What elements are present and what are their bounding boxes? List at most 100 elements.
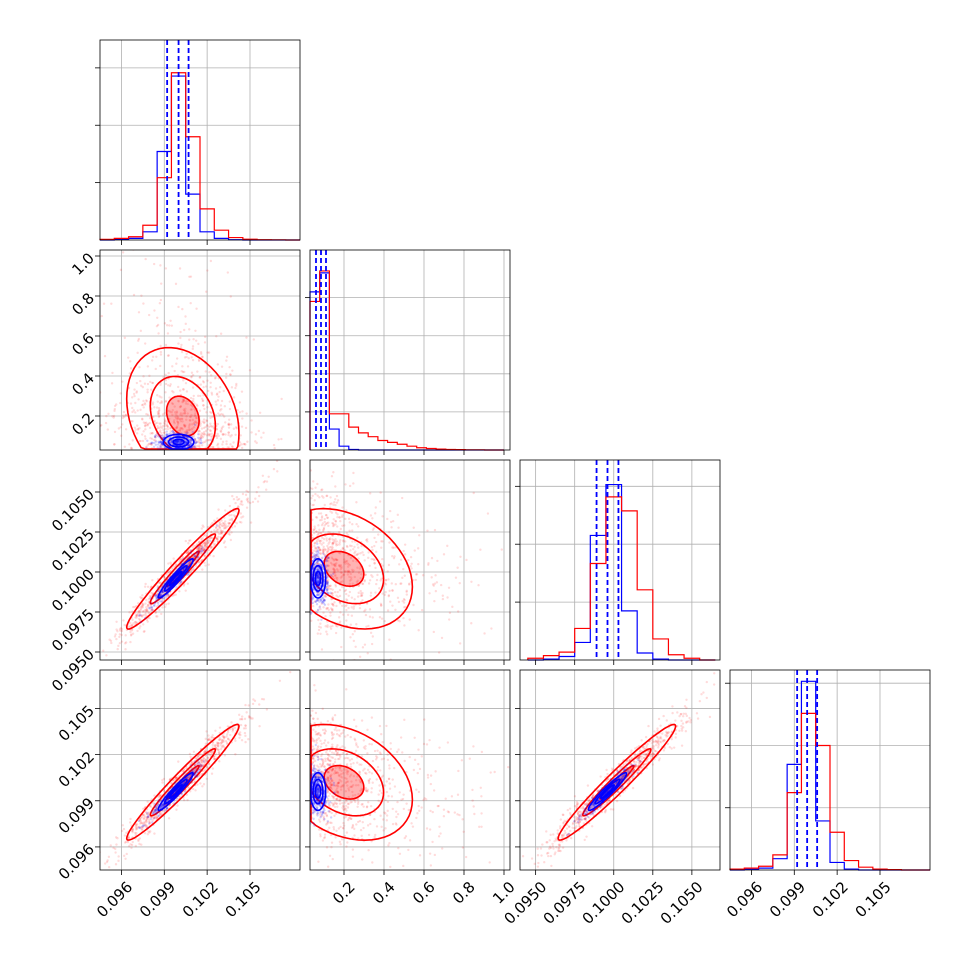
scatter-point xyxy=(221,366,223,368)
scatter-point xyxy=(357,553,359,555)
scatter-point xyxy=(229,505,231,507)
scatter-point xyxy=(150,389,152,391)
scatter-point xyxy=(490,627,492,629)
scatter-point xyxy=(211,773,213,775)
scatter-point xyxy=(234,727,236,729)
scatter-point xyxy=(145,421,147,423)
scatter-point xyxy=(313,532,315,534)
scatter-point xyxy=(241,739,243,741)
scatter-point xyxy=(139,380,141,382)
scatter-point xyxy=(325,608,327,610)
scatter-point xyxy=(115,638,117,640)
scatter-point xyxy=(133,395,135,397)
scatter-point xyxy=(277,438,279,440)
scatter-point xyxy=(210,531,212,533)
scatter-point xyxy=(154,803,156,805)
scatter-point xyxy=(332,603,334,605)
scatter-point xyxy=(345,619,347,621)
scatter-point xyxy=(118,636,120,638)
scatter-point xyxy=(160,613,162,615)
scatter-point xyxy=(149,427,151,429)
scatter-point xyxy=(114,851,116,853)
scatter-point xyxy=(218,526,220,528)
scatter-point xyxy=(351,606,353,608)
scatter-point xyxy=(351,615,353,617)
scatter-point xyxy=(183,772,185,774)
scatter-point xyxy=(217,508,219,510)
scatter-point xyxy=(199,782,201,784)
scatter-point xyxy=(201,527,203,529)
scatter-point xyxy=(391,582,393,584)
scatter-point xyxy=(209,430,211,432)
scatter-point xyxy=(207,390,209,392)
scatter-point xyxy=(331,538,333,540)
scatter-point xyxy=(180,370,182,372)
scatter-point xyxy=(222,522,224,524)
scatter-point xyxy=(379,616,381,618)
scatter-point xyxy=(239,503,241,505)
scatter-point xyxy=(379,681,381,683)
scatter-point xyxy=(110,642,112,644)
scatter-point xyxy=(229,443,231,445)
scatter-point xyxy=(205,370,207,372)
scatter-point xyxy=(151,592,153,594)
scatter-point xyxy=(258,703,260,705)
scatter-point xyxy=(188,574,190,576)
scatter-point xyxy=(397,514,399,516)
scatter-point xyxy=(244,732,246,734)
scatter-point xyxy=(229,734,231,736)
scatter-point xyxy=(138,843,140,845)
scatter-point xyxy=(329,496,331,498)
scatter-point xyxy=(140,621,142,623)
scatter-point xyxy=(181,351,183,353)
scatter-point xyxy=(326,539,328,541)
scatter-point xyxy=(143,406,145,408)
scatter-point xyxy=(253,338,255,340)
scatter-point xyxy=(224,509,226,511)
scatter-point xyxy=(353,598,355,600)
scatter-point xyxy=(144,342,146,344)
scatter-point xyxy=(224,546,226,548)
scatter-point xyxy=(390,526,392,528)
scatter-point xyxy=(101,315,103,317)
scatter-point xyxy=(256,491,258,493)
scatter-point xyxy=(335,585,337,587)
scatter-point xyxy=(160,351,162,353)
scatter-point xyxy=(200,435,202,437)
scatter-point xyxy=(192,546,194,548)
scatter-point xyxy=(149,595,151,597)
y-tick-label: 0.4 xyxy=(68,369,98,399)
scatter-point xyxy=(417,629,419,631)
scatter-point xyxy=(227,725,229,727)
scatter-point xyxy=(330,546,332,548)
scatter-point xyxy=(168,324,170,326)
scatter-point xyxy=(171,365,173,367)
scatter-point xyxy=(167,602,169,604)
scatter-point xyxy=(104,355,106,357)
scatter-point xyxy=(371,517,373,519)
scatter-point xyxy=(157,446,159,448)
scatter-point xyxy=(379,500,381,502)
scatter-point xyxy=(120,269,122,271)
scatter-point xyxy=(327,548,329,550)
scatter-point xyxy=(320,626,322,628)
scatter-point xyxy=(144,428,146,430)
scatter-point xyxy=(124,446,126,448)
scatter-point xyxy=(119,630,121,632)
scatter-point xyxy=(217,363,219,365)
scatter-point xyxy=(128,611,130,613)
scatter-point xyxy=(370,632,372,634)
scatter-point xyxy=(418,534,420,536)
scatter-point xyxy=(201,548,203,550)
scatter-point xyxy=(341,547,343,549)
scatter-point xyxy=(190,552,192,554)
density-contour xyxy=(315,572,320,586)
scatter-point xyxy=(258,495,260,497)
scatter-point xyxy=(220,413,222,415)
scatter-point xyxy=(240,521,242,523)
scatter-point xyxy=(197,343,199,345)
scatter-point xyxy=(336,625,338,627)
scatter-point xyxy=(189,438,191,440)
scatter-point xyxy=(220,438,222,440)
scatter-point xyxy=(329,592,331,594)
